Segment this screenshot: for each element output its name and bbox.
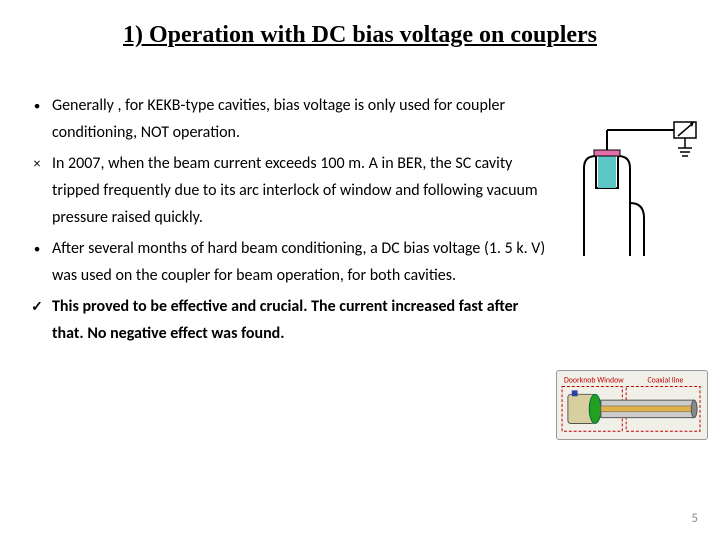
slide-title: 1) Operation with DC bias voltage on cou… xyxy=(0,22,720,49)
bullet-item: ●After several months of hard beam condi… xyxy=(28,235,548,289)
coupler-schematic-diagram xyxy=(574,118,706,258)
slide: 1) Operation with DC bias voltage on cou… xyxy=(0,0,720,540)
doorknob-coaxial-diagram: Doorknob Window Coaxial line xyxy=(556,370,708,440)
bullet-item: ✓This proved to be effective and crucial… xyxy=(28,293,548,347)
bullet-marker: ● xyxy=(28,235,46,262)
bullet-text: This proved to be effective and crucial.… xyxy=(52,297,518,343)
bullet-marker: ✓ xyxy=(28,293,46,320)
coaxial-label: Coaxial line xyxy=(648,377,684,386)
slide-body: ●Generally , for KEKB-type cavities, bia… xyxy=(28,92,548,351)
bullet-text: In 2007, when the beam current exceeds 1… xyxy=(52,154,538,227)
bullet-text: Generally , for KEKB-type cavities, bias… xyxy=(52,96,505,142)
schematic-lines xyxy=(574,122,696,256)
page-number: 5 xyxy=(691,511,698,526)
bullet-item: ●Generally , for KEKB-type cavities, bia… xyxy=(28,92,548,146)
bullet-item: ×In 2007, when the beam current exceeds … xyxy=(28,150,548,231)
bullet-marker: ● xyxy=(28,92,46,119)
bullet-list: ●Generally , for KEKB-type cavities, bia… xyxy=(28,92,548,347)
doorknob-label: Doorknob Window xyxy=(564,377,624,386)
bullet-text: After several months of hard beam condit… xyxy=(52,239,545,285)
bullet-marker: × xyxy=(28,150,46,177)
